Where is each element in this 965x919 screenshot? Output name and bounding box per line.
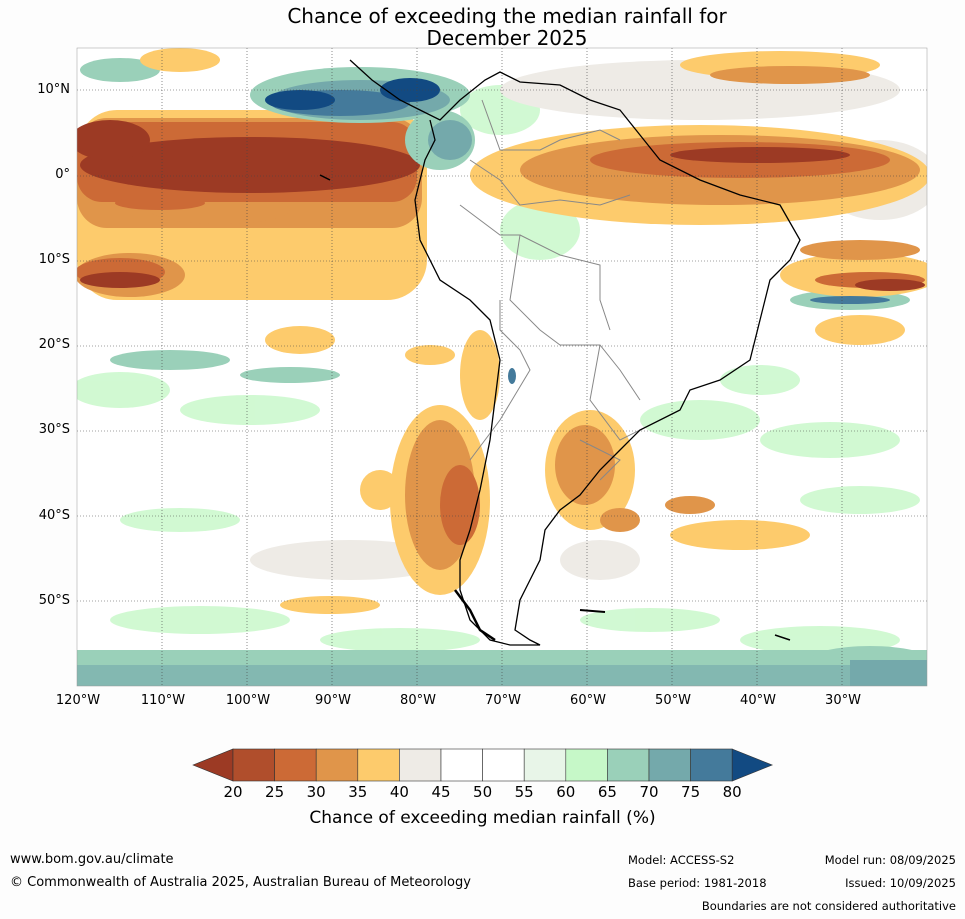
colorbar-segment	[482, 748, 525, 782]
lat-label: 0°	[55, 167, 70, 182]
footer-model: Model: ACCESS-S2	[628, 853, 735, 867]
lon-label: 40°W	[740, 693, 776, 708]
footer-url[interactable]: www.bom.gov.au/climate	[10, 852, 174, 867]
lat-label: 30°S	[38, 422, 70, 437]
colorbar-title: Chance of exceeding median rainfall (%)	[309, 808, 656, 828]
lat-label: 40°S	[38, 508, 70, 523]
lon-label: 100°W	[225, 693, 271, 708]
lat-label: 10°S	[38, 252, 70, 267]
footer-model-run: Model run: 08/09/2025	[824, 853, 956, 867]
lon-label: 70°W	[485, 693, 521, 708]
map-title-line1: Chance of exceeding the median rainfall …	[287, 4, 727, 28]
colorbar-segment	[315, 748, 359, 782]
country-borders	[459, 99, 641, 481]
colorbar-segment	[607, 748, 650, 782]
footer-disclaimer: Boundaries are not considered authoritat…	[701, 899, 956, 913]
lon-label: 30°W	[825, 693, 861, 708]
colorbar-extend-high	[731, 748, 774, 782]
lon-label: 110°W	[140, 693, 186, 708]
lon-label: 60°W	[570, 693, 606, 708]
map-title-line2: December 2025	[426, 26, 588, 50]
colorbar-tick-label: 40	[389, 783, 409, 801]
colorbar-segment	[440, 748, 483, 782]
colorbar-extend-low	[192, 748, 234, 782]
colorbar-segment	[399, 748, 442, 782]
footer-issued: Issued: 10/09/2025	[845, 876, 956, 890]
colorbar-segment	[565, 748, 608, 782]
lon-label: 80°W	[400, 693, 436, 708]
colorbar-tick-label: 70	[639, 783, 659, 801]
graticule	[77, 48, 927, 686]
colorbar-tick-label: 35	[348, 783, 368, 801]
colorbar-segment	[274, 748, 317, 782]
colorbar-segment	[357, 748, 400, 782]
colorbar-tick-label: 20	[223, 783, 243, 801]
colorbar-tick-label: 25	[265, 783, 285, 801]
lon-label: 120°W	[55, 693, 101, 708]
colorbar-tick-label: 50	[473, 783, 493, 801]
colorbar-tick-label: 55	[514, 783, 534, 801]
colorbar-segment	[690, 748, 733, 782]
colorbar-segment	[232, 748, 275, 782]
colorbar-tick-label: 30	[306, 783, 326, 801]
lat-label: 10°N	[37, 82, 70, 97]
lat-label: 20°S	[38, 337, 70, 352]
footer-base-period: Base period: 1981-2018	[628, 876, 767, 890]
colorbar-tick-label: 75	[681, 783, 701, 801]
probability-map	[76, 47, 928, 687]
colorbar-tick-label: 45	[431, 783, 451, 801]
south-america-coastline	[349, 59, 801, 646]
lon-label: 50°W	[655, 693, 691, 708]
footer-copyright: © Commonwealth of Australia 2025, Austra…	[10, 875, 471, 890]
lat-label: 50°S	[38, 593, 70, 608]
colorbar-segment	[523, 748, 567, 782]
colorbar-segment	[648, 748, 691, 782]
colorbar-tick-label: 60	[556, 783, 576, 801]
colorbar-tick-label: 65	[597, 783, 617, 801]
colorbar-tick-label: 80	[722, 783, 742, 801]
lon-label: 90°W	[315, 693, 351, 708]
